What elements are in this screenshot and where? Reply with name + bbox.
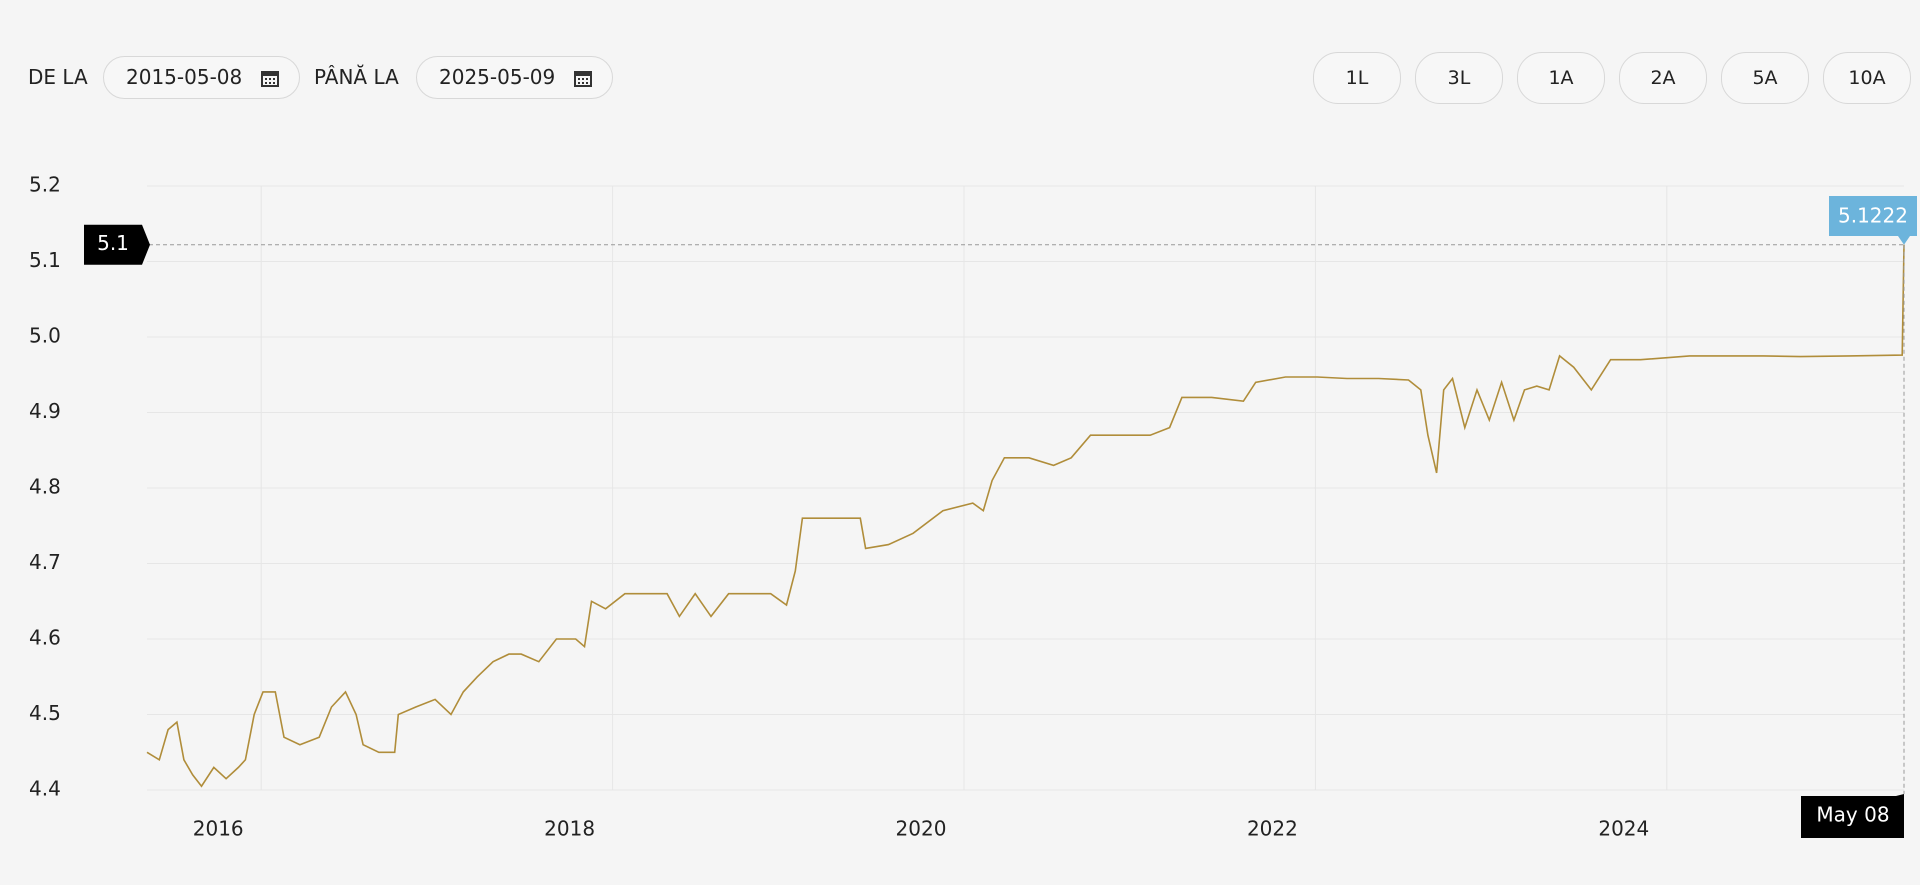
tooltip-box — [1829, 196, 1917, 245]
y-tick-label: 4.7 — [29, 550, 61, 574]
x-tick-label: 2020 — [896, 817, 947, 841]
x-tick-label: 2024 — [1598, 817, 1649, 841]
calendar-icon — [574, 71, 592, 87]
y-tick-label: 5.1 — [29, 248, 61, 272]
y-crosshair-label: 5.1 — [97, 231, 129, 255]
from-label: DE LA — [28, 65, 88, 89]
from-date[interactable]: 2015-05-08 — [103, 56, 300, 99]
range-button[interactable]: 3L — [1415, 52, 1503, 104]
toolbar: DE LA 2015-05-08 PÂNĂ LA 2025-05-09 1L 3L… — [0, 0, 1920, 130]
to-date[interactable]: 2025-05-09 — [416, 56, 613, 99]
range-button[interactable]: 1A — [1517, 52, 1605, 104]
x-crosshair-box — [1801, 794, 1904, 838]
range-button[interactable]: 2A — [1619, 52, 1707, 104]
range-button[interactable]: 1L — [1313, 52, 1401, 104]
y-tick-label: 4.6 — [29, 626, 61, 650]
range-button[interactable]: 10A — [1823, 52, 1911, 104]
y-tick-label: 4.5 — [29, 701, 61, 725]
y-tick-label: 5.0 — [29, 324, 61, 348]
x-tick-label: 2016 — [193, 817, 244, 841]
x-tick-label: 2022 — [1247, 817, 1298, 841]
to-date-text: 2025-05-09 — [439, 65, 556, 89]
y-tick-label: 4.4 — [29, 777, 61, 801]
from-date-text: 2015-05-08 — [126, 65, 243, 89]
y-tick-label: 5.2 — [29, 173, 61, 197]
x-tick-label: 2018 — [544, 817, 595, 841]
range-button[interactable]: 5A — [1721, 52, 1809, 104]
tooltip-value: 5.1222 — [1838, 204, 1908, 228]
x-crosshair-label: May 08 — [1816, 803, 1889, 827]
price-line — [146, 244, 1905, 788]
to-label: PÂNĂ LA — [314, 65, 399, 89]
y-tick-label: 4.9 — [29, 399, 61, 423]
y-tick-label: 4.8 — [29, 475, 61, 499]
y-crosshair-box — [84, 224, 150, 265]
calendar-icon — [261, 71, 279, 87]
